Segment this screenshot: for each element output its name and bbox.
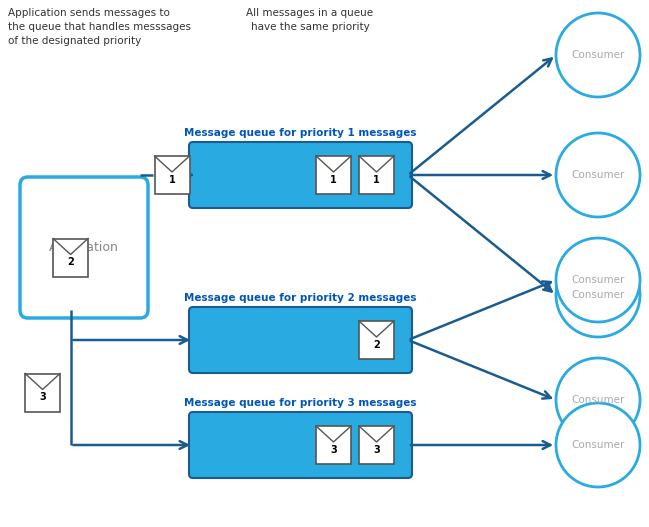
Text: Message queue for priority 2 messages: Message queue for priority 2 messages — [184, 293, 417, 303]
Text: 1: 1 — [330, 174, 337, 184]
FancyBboxPatch shape — [20, 177, 148, 318]
Text: 2: 2 — [373, 339, 380, 349]
FancyBboxPatch shape — [189, 142, 412, 208]
FancyBboxPatch shape — [359, 426, 394, 464]
FancyBboxPatch shape — [154, 156, 190, 194]
FancyBboxPatch shape — [25, 374, 60, 412]
Text: 1: 1 — [373, 174, 380, 184]
Ellipse shape — [556, 403, 640, 487]
Text: Consumer: Consumer — [571, 440, 625, 450]
Text: Message queue for priority 1 messages: Message queue for priority 1 messages — [184, 128, 417, 138]
Text: Consumer: Consumer — [571, 290, 625, 300]
Ellipse shape — [556, 238, 640, 322]
Text: 3: 3 — [39, 392, 46, 402]
Text: Application: Application — [49, 241, 119, 254]
Text: Consumer: Consumer — [571, 50, 625, 60]
FancyBboxPatch shape — [53, 239, 88, 277]
FancyBboxPatch shape — [316, 156, 351, 194]
FancyBboxPatch shape — [316, 426, 351, 464]
Text: Consumer: Consumer — [571, 170, 625, 180]
Text: 2: 2 — [67, 257, 74, 267]
FancyBboxPatch shape — [359, 321, 394, 359]
FancyBboxPatch shape — [189, 412, 412, 478]
Ellipse shape — [556, 253, 640, 337]
Text: 3: 3 — [373, 445, 380, 455]
FancyBboxPatch shape — [189, 307, 412, 373]
Text: Message queue for priority 3 messages: Message queue for priority 3 messages — [184, 398, 417, 408]
Text: All messages in a queue
have the same priority: All messages in a queue have the same pr… — [247, 8, 374, 32]
Text: 3: 3 — [330, 445, 337, 455]
Text: Consumer: Consumer — [571, 275, 625, 285]
Ellipse shape — [556, 13, 640, 97]
Ellipse shape — [556, 133, 640, 217]
Text: 1: 1 — [169, 174, 175, 184]
Text: Consumer: Consumer — [571, 395, 625, 405]
Text: Application sends messages to
the queue that handles messsages
of the designated: Application sends messages to the queue … — [8, 8, 191, 46]
FancyBboxPatch shape — [359, 156, 394, 194]
Ellipse shape — [556, 358, 640, 442]
